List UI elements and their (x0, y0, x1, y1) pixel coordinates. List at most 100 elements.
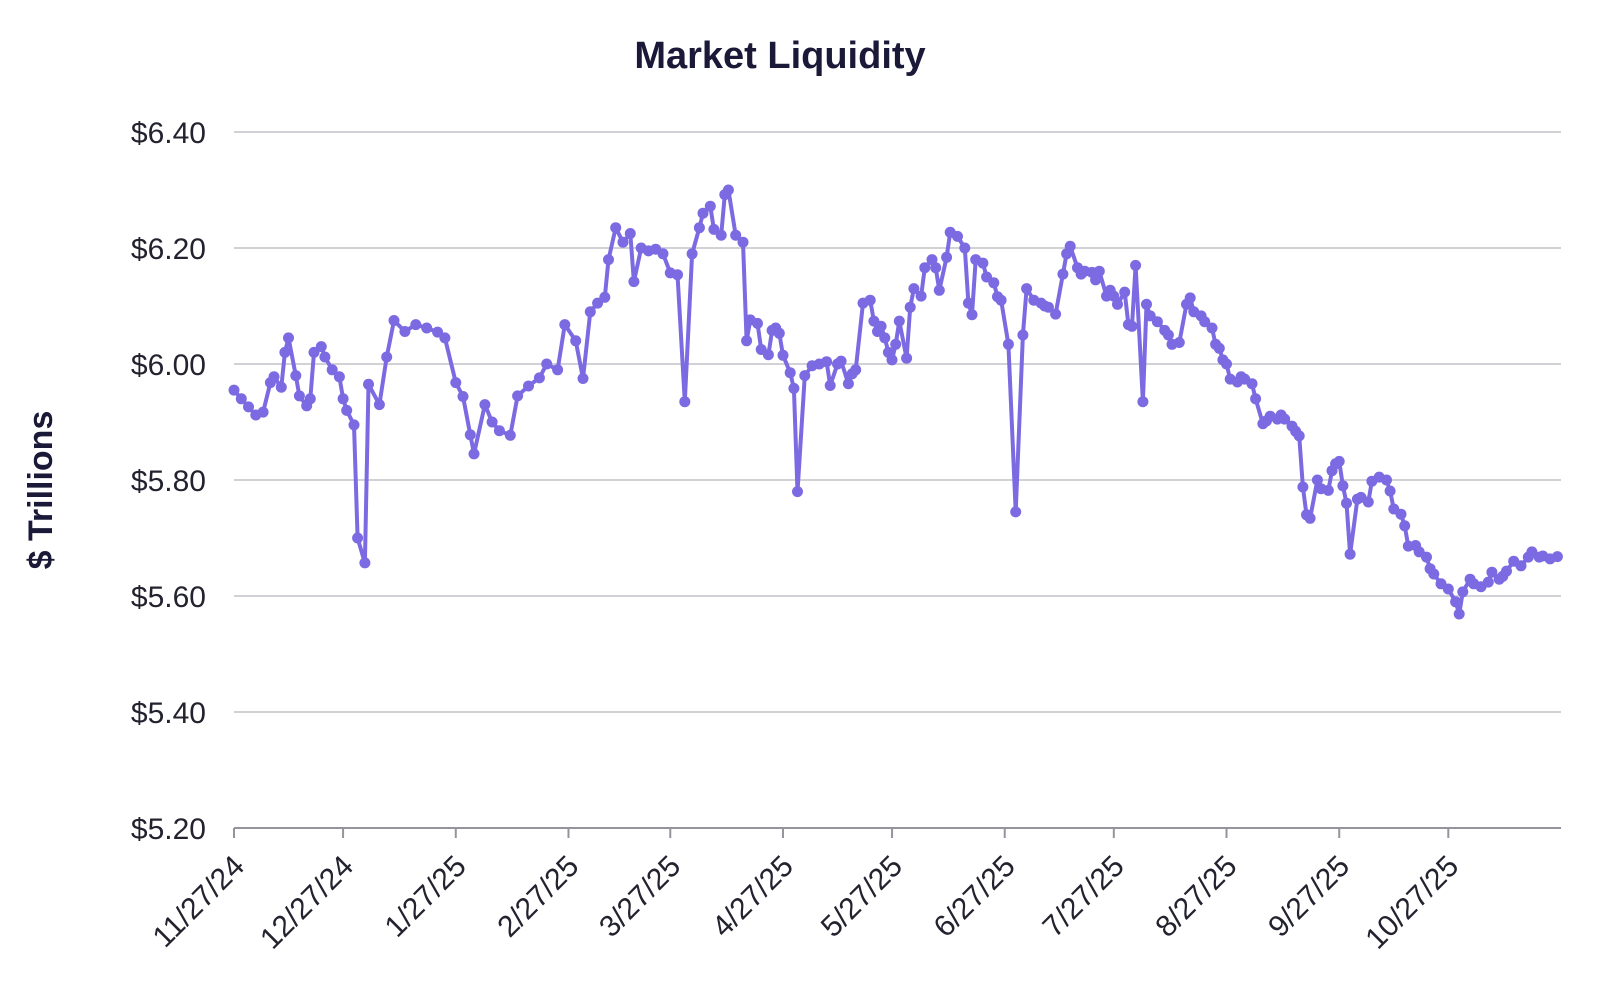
data-point (893, 315, 905, 327)
data-point (962, 297, 974, 309)
data-point (304, 393, 316, 405)
y-tick-label: $5.20 (131, 813, 206, 846)
data-point (741, 335, 753, 347)
data-point (603, 254, 614, 266)
y-axis-title: $ Trillions (22, 411, 60, 570)
y-tick-label: $6.20 (131, 233, 206, 266)
data-point (679, 396, 691, 408)
data-point (1482, 576, 1494, 588)
data-point (486, 416, 498, 428)
data-point (533, 372, 545, 384)
data-point (1337, 480, 1349, 492)
gridlines-group (234, 131, 1561, 713)
data-point (1428, 568, 1440, 580)
data-point (1399, 520, 1411, 532)
data-point (908, 283, 920, 295)
data-point (457, 391, 469, 402)
data-point (1119, 286, 1131, 298)
data-point (1311, 474, 1323, 486)
data-point (1551, 551, 1563, 563)
data-point (257, 406, 269, 418)
x-tick-label: 3/27/25 (593, 850, 687, 944)
y-tick-label: $5.80 (131, 465, 206, 498)
data-point (784, 367, 796, 379)
data-point (1108, 290, 1120, 302)
data-point (479, 399, 491, 411)
data-point (319, 351, 331, 363)
y-tick-label: $5.60 (131, 581, 206, 614)
data-point (1341, 497, 1352, 509)
data-point (904, 301, 916, 313)
data-point (824, 380, 836, 391)
data-point (1304, 512, 1316, 524)
data-point (1362, 496, 1374, 508)
data-point (995, 294, 1007, 306)
data-point (399, 326, 411, 337)
data-point (704, 200, 716, 212)
data-point (1199, 316, 1211, 328)
data-point (450, 377, 462, 389)
data-point (1141, 298, 1152, 310)
data-point (657, 248, 669, 260)
data-point (315, 341, 327, 353)
data-point (835, 355, 847, 367)
data-point (1010, 506, 1022, 518)
data-point (333, 371, 345, 383)
data-point (410, 319, 422, 331)
data-series-group (228, 184, 1563, 620)
data-point (373, 399, 385, 411)
x-tick-label: 5/27/25 (815, 850, 909, 944)
data-point (468, 448, 480, 460)
x-tick-label: 7/27/25 (1037, 850, 1131, 944)
data-point (1322, 484, 1334, 496)
data-point (1501, 565, 1512, 577)
data-point (388, 315, 400, 326)
data-point (326, 364, 338, 376)
data-point (886, 354, 898, 366)
data-point (799, 370, 811, 382)
data-point (577, 373, 589, 384)
data-point (348, 419, 360, 431)
chart-title: Market Liquidity (634, 35, 925, 77)
data-point (966, 309, 978, 321)
data-point (933, 284, 945, 296)
data-point (1017, 329, 1029, 341)
data-point (359, 557, 371, 569)
data-point (337, 393, 349, 405)
data-point (293, 390, 305, 402)
data-point (599, 291, 611, 303)
data-point (1395, 508, 1407, 520)
data-point (1381, 474, 1392, 486)
data-point (930, 262, 942, 274)
data-point (788, 382, 800, 394)
data-point (693, 222, 705, 234)
data-point (268, 371, 280, 383)
y-tick-label: $6.00 (131, 349, 206, 382)
data-point (512, 390, 524, 402)
data-point (1486, 566, 1498, 578)
data-point (1130, 259, 1142, 271)
x-tick-label: 11/27/24 (147, 850, 251, 954)
data-point (1173, 337, 1185, 348)
data-point (977, 257, 989, 269)
x-tick-label: 4/27/25 (706, 850, 800, 944)
data-point (1057, 268, 1069, 280)
data-point (1297, 481, 1309, 493)
x-tick-label: 9/27/25 (1262, 850, 1356, 944)
data-point (523, 380, 534, 392)
data-point (243, 401, 254, 413)
data-point (1042, 301, 1054, 313)
data-point (988, 277, 1000, 289)
data-point (1021, 283, 1033, 295)
data-point (901, 352, 913, 364)
data-point (730, 229, 742, 241)
data-point (842, 378, 854, 390)
data-point (228, 384, 240, 396)
data-point (941, 251, 953, 263)
data-point (1279, 413, 1291, 425)
data-point (1442, 583, 1454, 595)
data-point (715, 229, 727, 241)
data-point (1450, 596, 1462, 608)
